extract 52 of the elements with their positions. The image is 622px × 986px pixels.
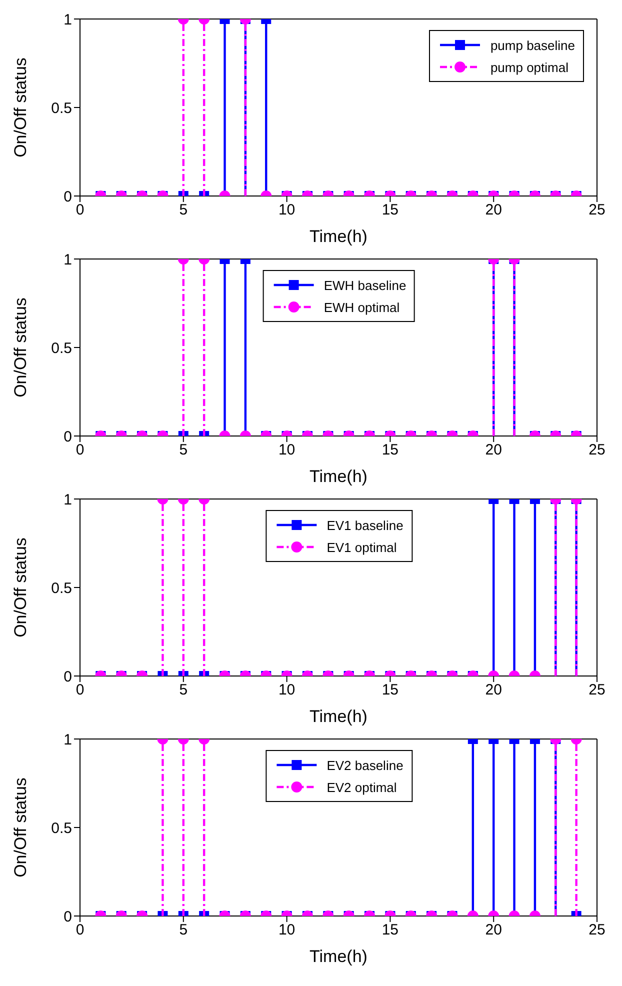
- x-tick-label: 25: [588, 202, 606, 219]
- y-tick-label: 1: [64, 491, 72, 508]
- y-tick-label: 0.5: [51, 340, 72, 357]
- y-tick-label: 0.5: [51, 580, 72, 597]
- legend-label: EV1 optimal: [326, 540, 397, 554]
- y-tick-label: 1: [64, 731, 72, 748]
- x-tick-label: 5: [179, 922, 188, 939]
- x-tick-label: 10: [278, 442, 296, 459]
- x-tick-label: 15: [382, 442, 399, 459]
- x-tick-label: 10: [278, 682, 296, 699]
- x-tick-label: 0: [76, 682, 84, 699]
- y-axis-title: On/Off status: [11, 58, 30, 158]
- y-tick-label: 0: [64, 188, 72, 206]
- legend-label: pump optimal: [490, 60, 568, 74]
- y-tick-label: 1: [64, 11, 72, 28]
- x-tick-label: 10: [278, 202, 296, 219]
- y-axis-title: On/Off status: [11, 778, 30, 878]
- x-axis-title: Time(h): [310, 467, 368, 486]
- y-axis-title: On/Off status: [11, 298, 30, 398]
- y-tick-label: 0.5: [51, 820, 72, 837]
- y-tick-label: 1: [64, 251, 72, 268]
- x-tick-label: 0: [76, 442, 84, 459]
- x-axis-title: Time(h): [310, 227, 368, 246]
- x-tick-label: 25: [588, 922, 606, 939]
- x-tick-label: 10: [278, 922, 296, 939]
- x-tick-label: 0: [76, 202, 84, 219]
- x-axis-title: Time(h): [310, 947, 368, 966]
- legend-label: EWH baseline: [324, 278, 406, 292]
- y-axis-title: On/Off status: [11, 538, 30, 638]
- y-tick-label: 0: [64, 908, 72, 926]
- x-tick-label: 0: [76, 922, 84, 939]
- x-tick-label: 20: [485, 442, 502, 459]
- y-tick-label: 0: [64, 428, 72, 446]
- legend-label: EV2 optimal: [326, 780, 397, 794]
- x-tick-label: 15: [382, 682, 399, 699]
- y-tick-label: 0: [64, 668, 72, 686]
- x-tick-label: 15: [382, 202, 399, 219]
- x-tick-label: 5: [179, 202, 188, 219]
- legend-label: EV2 baseline: [326, 758, 404, 772]
- x-tick-label: 5: [179, 442, 188, 459]
- legend-label: EWH optimal: [324, 300, 400, 314]
- x-axis-title: Time(h): [310, 707, 368, 726]
- y-tick-label: 0.5: [51, 100, 72, 117]
- x-tick-label: 25: [588, 442, 606, 459]
- legend-label: EV1 baseline: [326, 518, 404, 532]
- x-tick-label: 20: [485, 922, 502, 939]
- x-tick-label: 5: [179, 682, 188, 699]
- legend-label: pump baseline: [490, 38, 575, 52]
- x-tick-label: 25: [588, 682, 606, 699]
- x-tick-label: 15: [382, 922, 399, 939]
- x-tick-label: 20: [485, 682, 502, 699]
- x-tick-label: 20: [485, 202, 502, 219]
